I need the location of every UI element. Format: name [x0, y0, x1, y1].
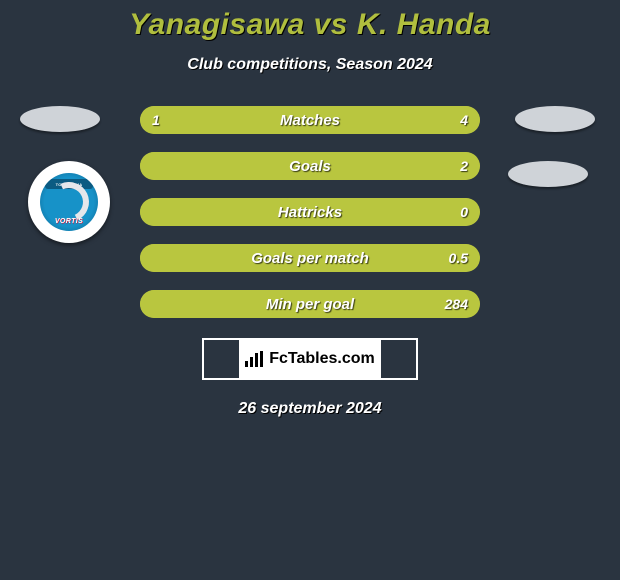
- bar-label: Hattricks: [140, 198, 480, 226]
- badge-bottom-text: VORTIS: [55, 218, 83, 225]
- attribution-inner: FcTables.com: [239, 340, 381, 378]
- stat-bar: Matches1 4: [140, 106, 480, 134]
- title: Yanagisawa vs K. Handa: [0, 8, 620, 42]
- bars-container: Matches1 4 Goals2 Hattricks0 Goals per match…: [140, 106, 480, 318]
- bar-value-right: 0.5: [449, 244, 468, 272]
- bar-value-right: 0: [460, 198, 468, 226]
- bar-chart-icon: [245, 351, 265, 367]
- bar-value-left: 1: [152, 106, 160, 134]
- player-photo-placeholder-right-2: [508, 161, 588, 187]
- bar-label: Goals per match: [140, 244, 480, 272]
- bar-value-right: 2: [460, 152, 468, 180]
- bar-value-right: 284: [445, 290, 468, 318]
- chart-area: TOKUSHIMA VORTIS Matches1 4 Goals2 Hattrick…: [0, 106, 620, 318]
- attribution-text: FcTables.com: [269, 350, 375, 368]
- attribution-box: FcTables.com: [202, 338, 418, 380]
- stat-bar: Goals per match0.5: [140, 244, 480, 272]
- stat-bar: Goals2: [140, 152, 480, 180]
- bar-label: Goals: [140, 152, 480, 180]
- player-photo-placeholder-left: [20, 106, 100, 132]
- club-badge-left: TOKUSHIMA VORTIS: [28, 161, 110, 243]
- vortis-badge-icon: TOKUSHIMA VORTIS: [40, 173, 98, 231]
- bar-label: Matches: [140, 106, 480, 134]
- bar-label: Min per goal: [140, 290, 480, 318]
- bar-value-right: 4: [460, 106, 468, 134]
- stat-bar: Min per goal284: [140, 290, 480, 318]
- stat-bar: Hattricks0: [140, 198, 480, 226]
- date-text: 26 september 2024: [0, 400, 620, 418]
- subtitle: Club competitions, Season 2024: [0, 56, 620, 74]
- comparison-card: Yanagisawa vs K. Handa Club competitions…: [0, 0, 620, 418]
- player-photo-placeholder-right-1: [515, 106, 595, 132]
